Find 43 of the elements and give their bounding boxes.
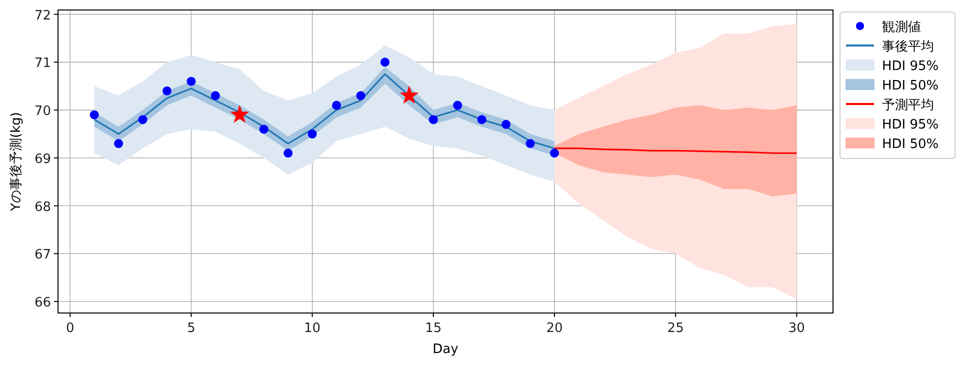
legend-label: 予測平均	[882, 98, 934, 113]
point	[526, 139, 535, 148]
point	[356, 91, 366, 100]
y-tick-label: 70	[34, 104, 51, 120]
legend-label: HDI 95%	[882, 59, 939, 74]
point	[308, 129, 317, 138]
point	[453, 100, 462, 110]
point	[400, 86, 419, 104]
y-tick-label: 69	[34, 152, 51, 167]
point	[259, 124, 268, 134]
x-tick-label: 25	[667, 321, 684, 336]
y-tick-label: 68	[34, 200, 51, 215]
legend-label: HDI 95%	[882, 118, 939, 132]
y-tick-label: 67	[34, 248, 51, 263]
x-tick-label: 20	[546, 321, 563, 336]
point	[428, 115, 438, 124]
point	[550, 148, 559, 158]
legend-label: 観測値	[882, 20, 921, 35]
point	[284, 148, 293, 158]
point	[162, 86, 172, 96]
point	[230, 104, 250, 123]
point	[380, 58, 390, 67]
point	[502, 120, 511, 129]
y-axis-title: Yの事後予測(kg)	[9, 112, 24, 212]
point	[332, 100, 342, 110]
x-tick-label: 5	[187, 321, 196, 336]
x-tick-label: 15	[425, 321, 442, 336]
legend-label: HDI 50%	[882, 137, 939, 152]
point	[477, 115, 486, 124]
point	[210, 91, 220, 100]
point	[186, 76, 196, 86]
point	[138, 115, 148, 124]
y-tick-label: 72	[34, 8, 51, 24]
point	[114, 139, 124, 148]
legend-label: HDI 50%	[882, 78, 939, 94]
point	[90, 110, 99, 120]
x-tick-label: 30	[788, 321, 805, 336]
y-tick-label: 71	[34, 56, 51, 72]
x-axis-title: Day	[432, 342, 459, 357]
y-tick-label: 66	[34, 296, 51, 311]
legend-label: 事後平均	[882, 40, 934, 54]
x-tick-label: 10	[304, 321, 321, 336]
x-tick-label: 0	[66, 321, 74, 336]
